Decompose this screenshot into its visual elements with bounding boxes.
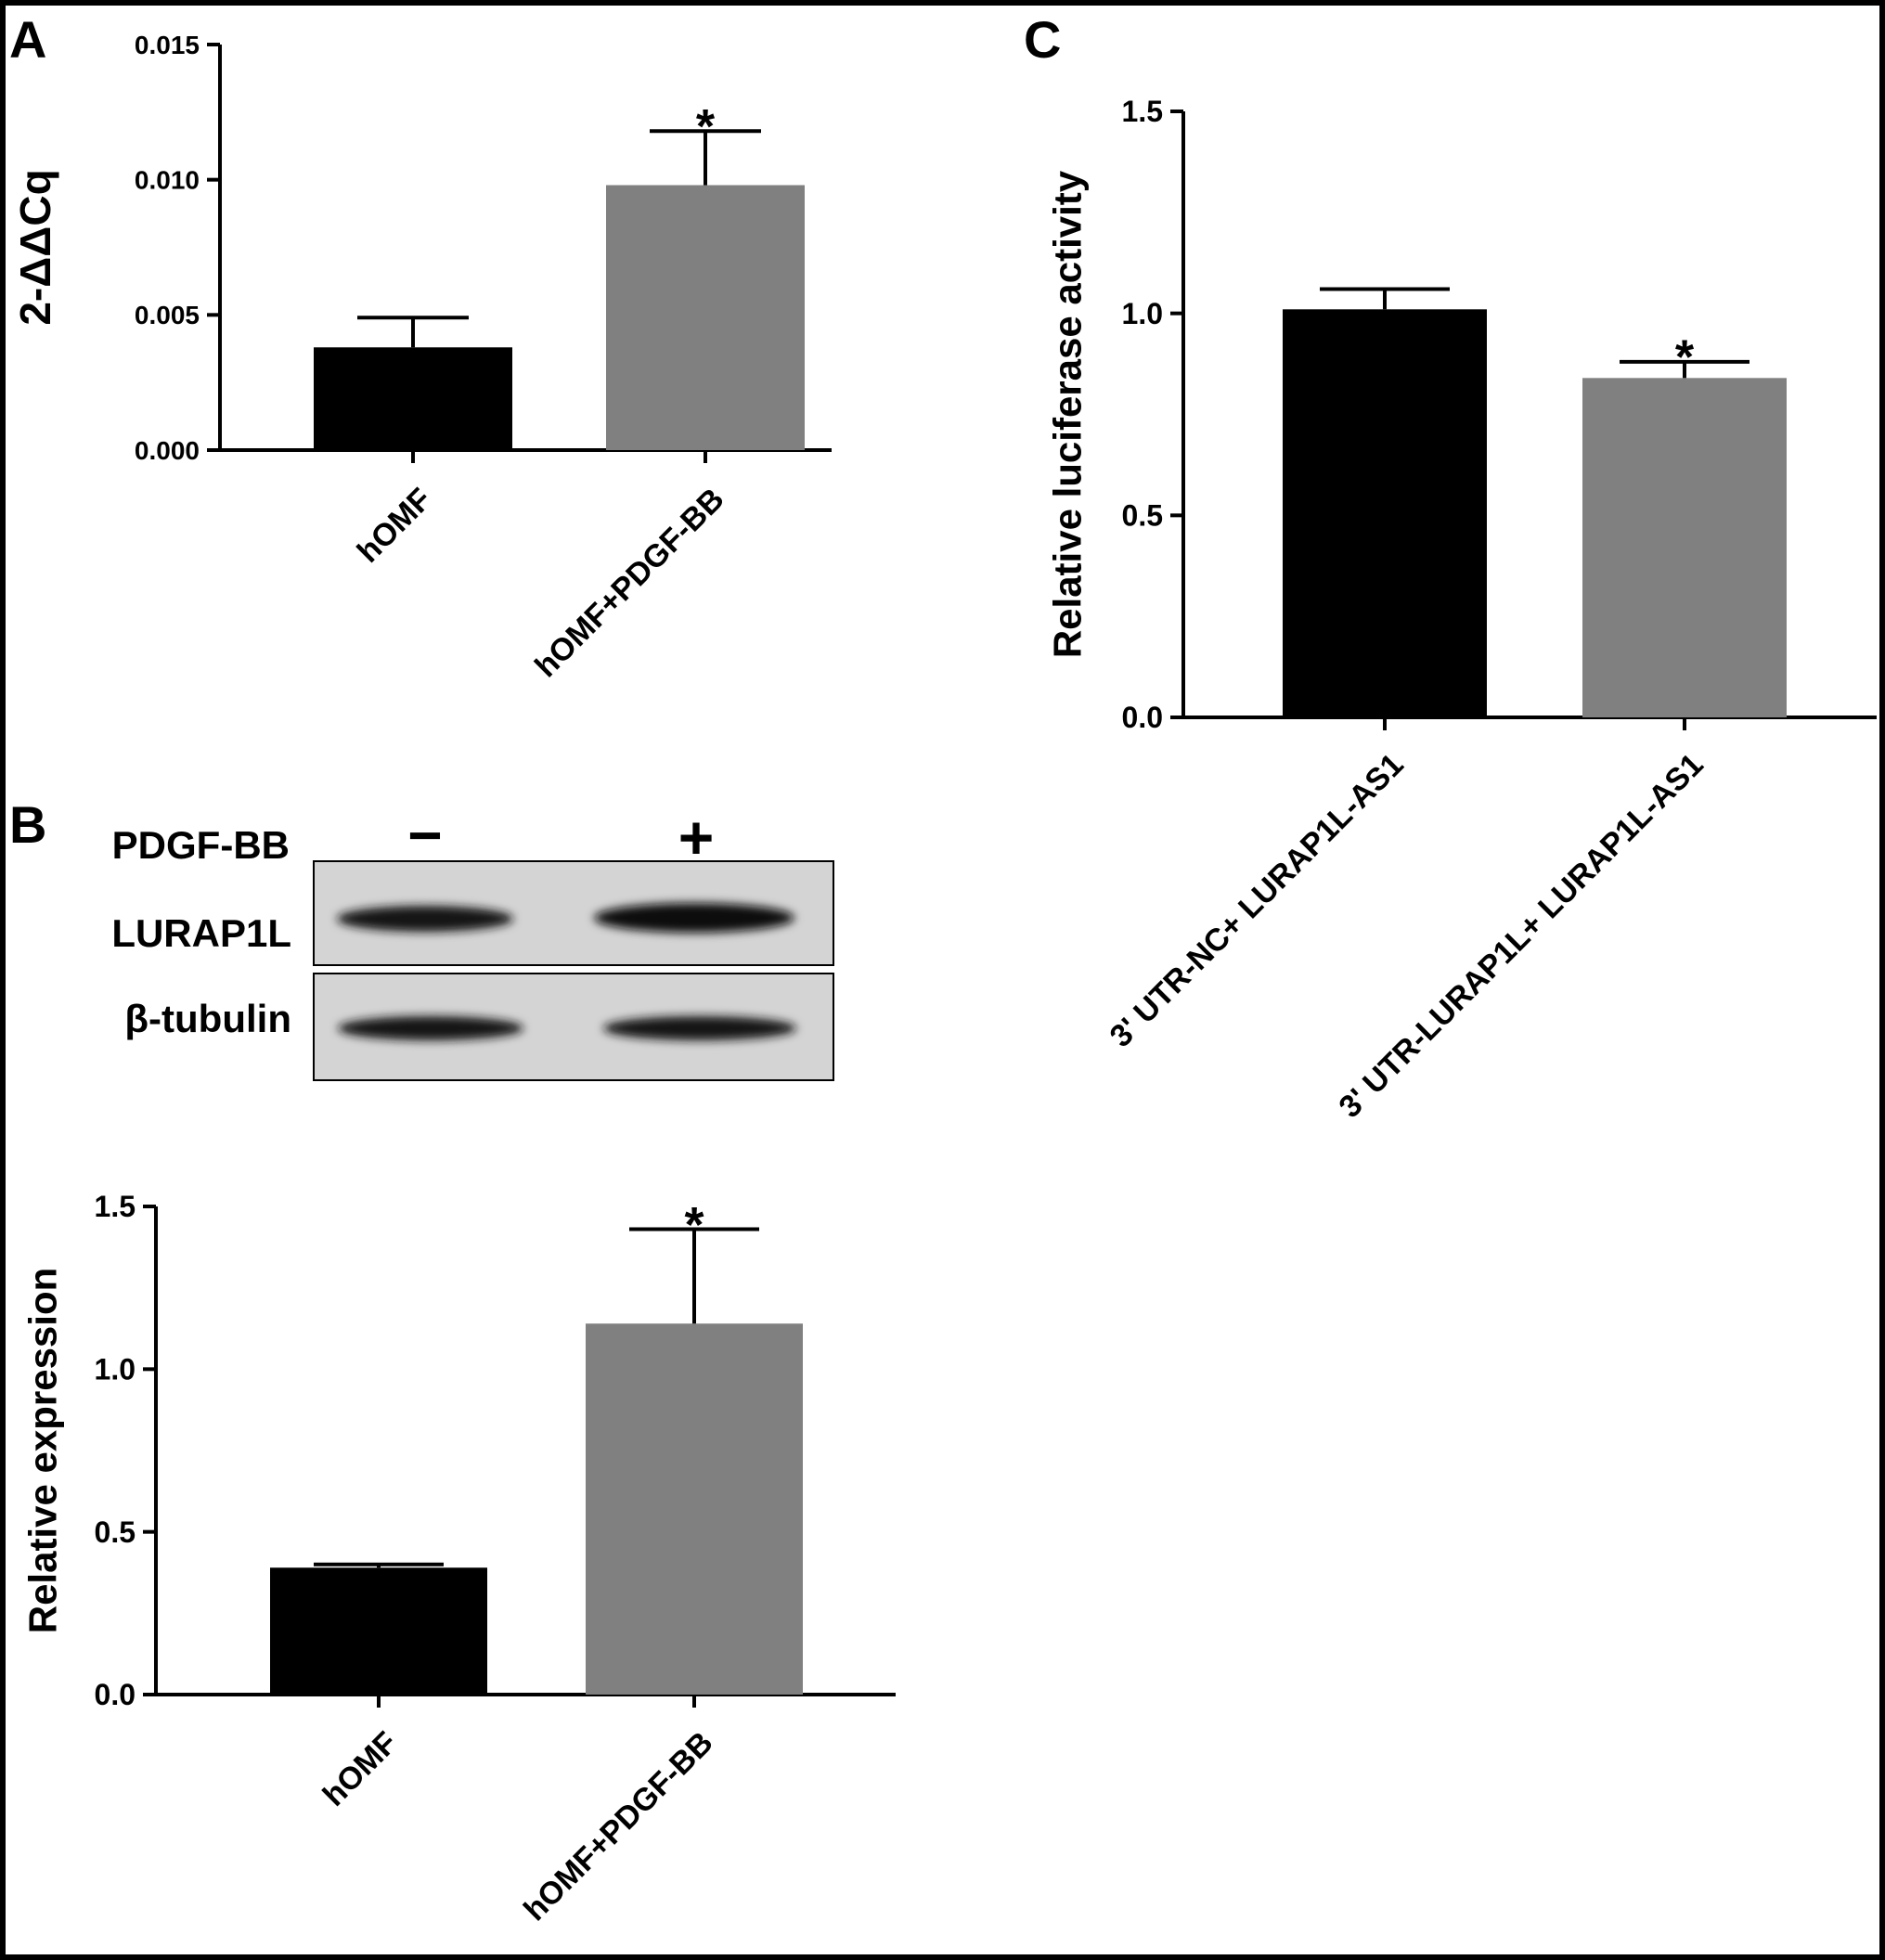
blot-treatment-label: PDGF-BB: [112, 823, 290, 867]
panel-b-significance-marker-2: *: [684, 1197, 704, 1253]
panel-a-y-axis-title: 2-ΔΔCq: [11, 169, 59, 325]
panel-c-y-tick-label: 1.5: [1122, 95, 1163, 128]
panel-b-y-tick-label: 1.5: [95, 1190, 136, 1223]
panel-c-bar-1: [1283, 309, 1487, 717]
chart-panel-c: 0.0 0.5 1.0 1.5 Relative luciferase activity…: [1046, 95, 1877, 1125]
panel-a-category-label-1: hOMF: [351, 482, 439, 570]
blot-strip-tubulin: [313, 973, 834, 1081]
blot-protein-label-lurap1l: LURAP1L: [111, 911, 291, 955]
panel-letter-c: C: [1024, 10, 1061, 69]
panel-a-bar-1: [314, 347, 512, 450]
panel-c-y-tick-label: 1.0: [1122, 297, 1163, 330]
panel-a-bar-2: [606, 185, 805, 450]
blot-band-lurap1l-lane2: [594, 903, 794, 933]
panel-b-y-tick-label: 0.0: [95, 1678, 136, 1711]
panel-c-y-tick-label: 0.5: [1122, 499, 1163, 533]
western-blot: PDGF-BB − + LURAP1L β-tubulin: [111, 802, 834, 1081]
panel-b-y-tick-label: 1.0: [95, 1353, 136, 1386]
panel-b-y-axis-title: Relative expression: [21, 1268, 65, 1634]
blot-strip-lurap1l: [313, 860, 834, 966]
panel-a-significance-marker-2: *: [696, 100, 716, 154]
panel-c-category-label-2: 3' UTR-LURAP1L+ LURAP1L-AS1: [1332, 747, 1710, 1125]
panel-a-y-tick-label: 0.000: [135, 436, 200, 465]
panel-c-y-tick-label: 0.0: [1122, 701, 1163, 734]
panel-letter-b: B: [9, 795, 46, 854]
panel-b-category-label-2: hOMF+PDGF-BB: [517, 1725, 720, 1928]
chart-panel-b: 0.0 0.5 1.0 1.5 Relative expression hOMF * hOMF…: [21, 1190, 896, 1928]
blot-band-lurap1l-lane1: [337, 906, 513, 932]
panel-a-y-tick-label: 0.015: [135, 31, 200, 59]
blot-protein-label-tubulin: β-tubulin: [124, 997, 291, 1040]
panel-c-category-label-1: 3' UTR-NC+ LURAP1L-AS1: [1104, 747, 1411, 1054]
blot-band-tubulin-lane1: [338, 1016, 523, 1040]
chart-panel-a: 0.000 0.005 0.010 0.015 2-ΔΔCq hOMF * hOMF+PDGF…: [11, 31, 832, 685]
panel-b-category-label-1: hOMF: [316, 1725, 405, 1813]
panel-b-y-tick-label: 0.5: [95, 1515, 136, 1549]
panel-a-category-label-2: hOMF+PDGF-BB: [528, 482, 731, 685]
panel-c-y-axis-title: Relative luciferase activity: [1046, 170, 1090, 658]
blot-sign-minus: −: [407, 802, 442, 869]
panel-a-y-tick-label: 0.010: [135, 165, 200, 194]
panel-b-bar-1: [270, 1567, 487, 1695]
panel-b-bar-2: [586, 1323, 803, 1695]
panel-a-y-tick-label: 0.005: [135, 301, 200, 329]
panel-c-bar-2: [1582, 378, 1787, 717]
blot-sign-plus: +: [678, 803, 715, 871]
blot-band-tubulin-lane2: [603, 1016, 796, 1040]
panel-letter-a: A: [9, 10, 46, 69]
panel-c-significance-marker-2: *: [1675, 331, 1695, 385]
